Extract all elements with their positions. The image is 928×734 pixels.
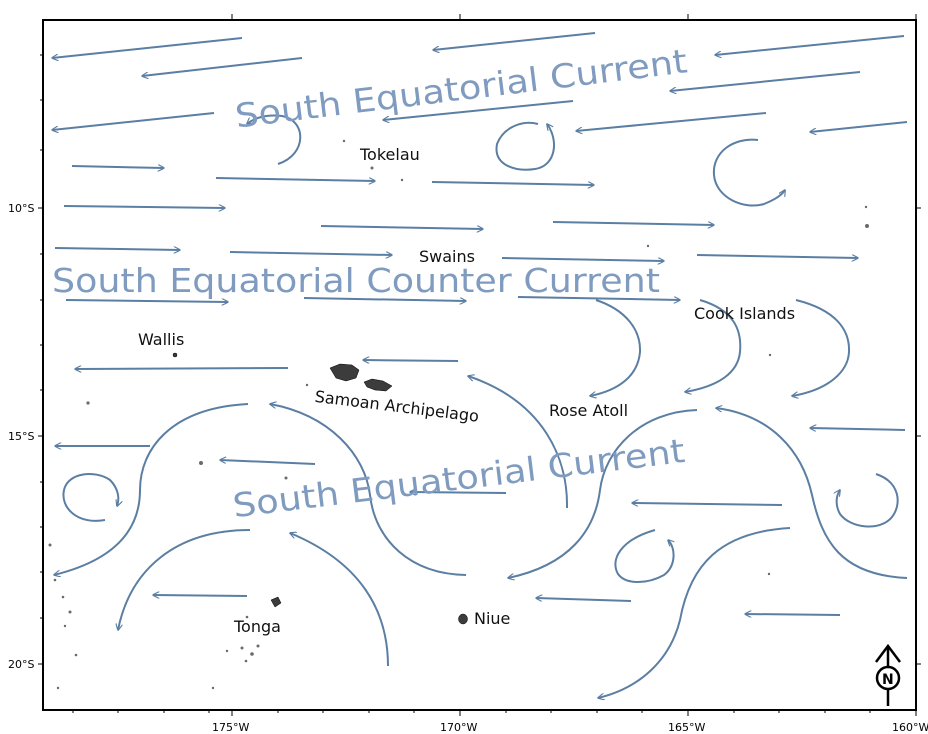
lat-label-10s: 10°S <box>8 202 34 215</box>
current-label-counter: South Equatorial Counter Current <box>52 261 660 300</box>
place-label-rose-atoll: Rose Atoll <box>549 401 628 420</box>
place-label-niue: Niue <box>474 609 510 628</box>
niue-island <box>458 613 468 625</box>
place-label-tokelau: Tokelau <box>359 145 420 164</box>
lat-label-20s: 20°S <box>8 658 34 671</box>
lon-label-160w: 160°W <box>892 721 928 734</box>
current-label-south: South Equatorial Current <box>231 431 687 525</box>
place-label-wallis: Wallis <box>138 330 184 349</box>
islands <box>48 139 869 690</box>
map-frame <box>42 19 917 711</box>
lon-label-165w: 165°W <box>668 721 705 734</box>
latitude-ticks <box>38 54 921 665</box>
place-label-swains: Swains <box>419 247 475 266</box>
north-arrow-letter: N <box>882 672 894 688</box>
tonga-island <box>270 596 282 608</box>
longitude-ticks <box>72 14 917 716</box>
current-label-north: South Equatorial Current <box>233 41 689 135</box>
place-label-cook-islands: Cook Islands <box>694 304 795 323</box>
place-label-tonga: Tonga <box>233 617 281 636</box>
samoa-savaii-island <box>329 363 360 382</box>
current-arrows <box>52 32 908 698</box>
north-arrow: N <box>875 643 901 706</box>
wallis-island <box>172 352 178 358</box>
lat-label-15s: 15°S <box>8 430 34 443</box>
lon-label-170w: 170°W <box>440 721 477 734</box>
samoa-upolu-island <box>363 378 393 392</box>
lon-label-175w: 175°W <box>212 721 249 734</box>
place-label-samoan-archipelago: Samoan Archipelago <box>314 387 480 426</box>
